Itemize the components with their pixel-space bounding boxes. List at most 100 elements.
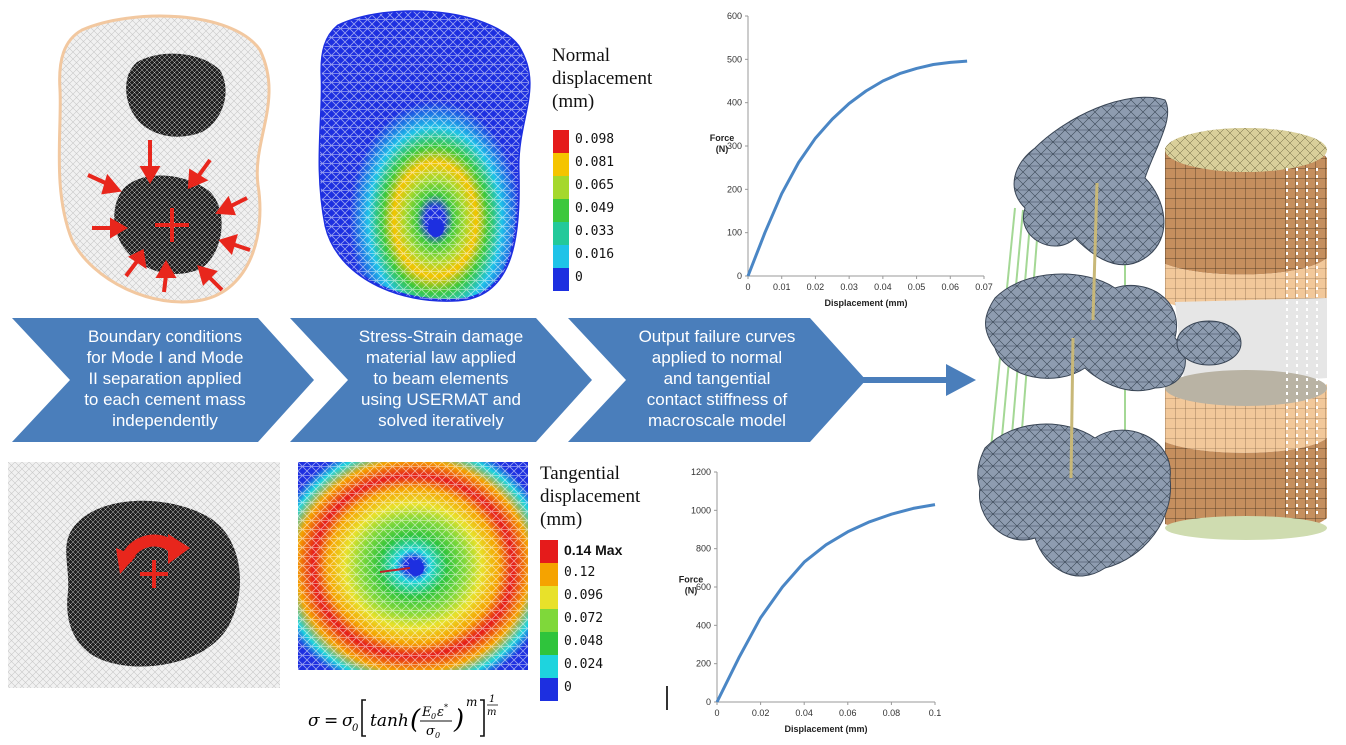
tangential-displacement-contour xyxy=(298,462,528,670)
x-tick-label: 0.06 xyxy=(839,708,857,718)
svg-text:0: 0 xyxy=(352,723,359,734)
process-flow xyxy=(12,318,976,442)
legend-swatch xyxy=(553,176,569,199)
svg-text:*: * xyxy=(444,703,448,712)
cement-mass-upper xyxy=(126,53,226,137)
step-line: applied to normal xyxy=(651,348,783,367)
step-line: to beam elements xyxy=(373,369,509,388)
mode-two-boundary-diagram xyxy=(8,462,280,688)
svg-text:=: = xyxy=(324,711,338,731)
x-tick-label: 0.05 xyxy=(908,282,926,292)
spinous-process xyxy=(1176,320,1242,366)
y-tick-label: 500 xyxy=(727,54,742,64)
svg-text:0: 0 xyxy=(431,712,436,721)
step-line: independently xyxy=(112,411,218,430)
x-axis-title: Displacement (mm) xyxy=(824,298,907,308)
legend-title-line: (mm) xyxy=(552,91,595,112)
svg-text:m: m xyxy=(487,707,496,718)
text-cursor-mark xyxy=(666,686,668,710)
x-tick-label: 0 xyxy=(714,708,719,718)
step-line: macroscale model xyxy=(648,411,786,430)
lower-endplate xyxy=(1165,370,1327,406)
svg-text:1: 1 xyxy=(489,694,495,705)
x-axis-title: Displacement (mm) xyxy=(784,724,867,734)
legend-value: 0.081 xyxy=(575,155,615,170)
step-line: contact stiffness of xyxy=(646,390,788,409)
red-arrows xyxy=(87,140,251,293)
legend-title-line: Normal xyxy=(552,45,611,66)
legend-value: 0.14 Max xyxy=(564,542,623,558)
series-line xyxy=(746,59,968,277)
svg-text:E: E xyxy=(421,705,432,720)
step-1-text: Boundary conditions for Mode I and Mode … xyxy=(60,326,270,431)
chevron-step-2 xyxy=(290,318,592,442)
legend-swatch xyxy=(553,268,569,291)
legend-swatch xyxy=(540,655,558,678)
legend-value: 0.033 xyxy=(575,224,615,239)
y-axis-title: (N) xyxy=(716,144,729,154)
damage-law-formula: σ = σ 0 tanh ( E 0 ε * σ 0 ) m 1 m xyxy=(306,690,586,740)
x-tick-label: 0.03 xyxy=(840,282,858,292)
svg-text:(: ( xyxy=(410,705,421,735)
legend-swatch xyxy=(540,609,558,632)
legend-value: 0 xyxy=(575,270,583,285)
centroid-cross xyxy=(140,560,168,588)
y-tick-label: 400 xyxy=(727,98,742,108)
tangential-legend: 0.14 Max 0.12 0.096 0.072 0.048 0.024 0 xyxy=(540,540,650,710)
svg-text:σ: σ xyxy=(342,711,354,731)
intervertebral-gap xyxy=(1175,298,1327,388)
step-3-text: Output failure curves applied to normal … xyxy=(612,326,822,431)
svg-text:0: 0 xyxy=(435,731,440,740)
legend-value: 0.048 xyxy=(564,634,604,649)
y-tick-label: 200 xyxy=(696,659,711,669)
macroscale-spine-model xyxy=(977,96,1327,577)
legend-title-line: displacement xyxy=(540,486,641,507)
y-tick-label: 800 xyxy=(696,544,711,554)
x-tick-label: 0.1 xyxy=(929,708,942,718)
svg-text:m: m xyxy=(466,695,477,709)
legend-swatch xyxy=(553,130,569,153)
legend-value: 0.016 xyxy=(575,247,615,262)
centroid-cross xyxy=(155,208,189,242)
legend-title-line: (mm) xyxy=(540,509,583,530)
svg-text:tanh: tanh xyxy=(370,711,409,731)
series-line xyxy=(715,503,936,703)
step-line: Stress-Strain damage xyxy=(358,327,524,346)
legend-swatch xyxy=(540,678,558,701)
y-tick-label: 600 xyxy=(696,582,711,592)
step-line: Boundary conditions xyxy=(87,327,243,346)
formula-render: σ = σ 0 tanh ( E 0 ε * σ 0 ) m 1 m xyxy=(308,694,498,740)
x-tick-label: 0.02 xyxy=(807,282,825,292)
normal-displacement-contour xyxy=(318,10,531,302)
y-tick-label: 1000 xyxy=(691,505,711,515)
y-tick-label: 600 xyxy=(727,11,742,21)
step-line: solved iteratively xyxy=(378,411,504,430)
mode-one-boundary-diagram xyxy=(57,14,271,304)
legend-swatch xyxy=(553,245,569,268)
legend-value: 0.098 xyxy=(575,132,615,147)
svg-text:ε: ε xyxy=(437,705,444,720)
ligament-rods xyxy=(1069,182,1099,479)
y-axis-title: Force xyxy=(710,133,735,143)
normal-legend-title: Normal displacement (mm) xyxy=(552,44,652,113)
svg-text:): ) xyxy=(453,705,464,735)
normal-failure-curve-chart: 0 100 200 300 400 500 600 0 0.01 0.02 0.03 0.04 0.05… xyxy=(710,11,993,308)
legend-swatch xyxy=(540,540,558,563)
chevron-step-1 xyxy=(12,318,314,442)
step-2-text: Stress-Strain damage material law applie… xyxy=(336,326,546,431)
legend-swatch xyxy=(553,153,569,176)
tangential-failure-curve-chart: 0 200 400 600 800 1000 1200 0 0.02 0.04 0.06 0.08 0.… xyxy=(679,467,942,734)
legend-value: 0.049 xyxy=(575,201,615,216)
legend-swatch xyxy=(553,222,569,245)
posterior-elements-middle xyxy=(985,273,1186,392)
legend-title-line: displacement xyxy=(552,68,653,89)
step-line: using USERMAT and xyxy=(361,390,521,409)
x-tick-label: 0.04 xyxy=(795,708,813,718)
legend-swatch xyxy=(540,632,558,655)
x-tick-label: 0.06 xyxy=(942,282,960,292)
x-tick-label: 0.08 xyxy=(883,708,901,718)
legend-value: 0.072 xyxy=(564,611,604,626)
legend-value: 0.065 xyxy=(575,178,615,193)
bottom-endplate xyxy=(1165,516,1327,540)
legend-swatch xyxy=(553,199,569,222)
